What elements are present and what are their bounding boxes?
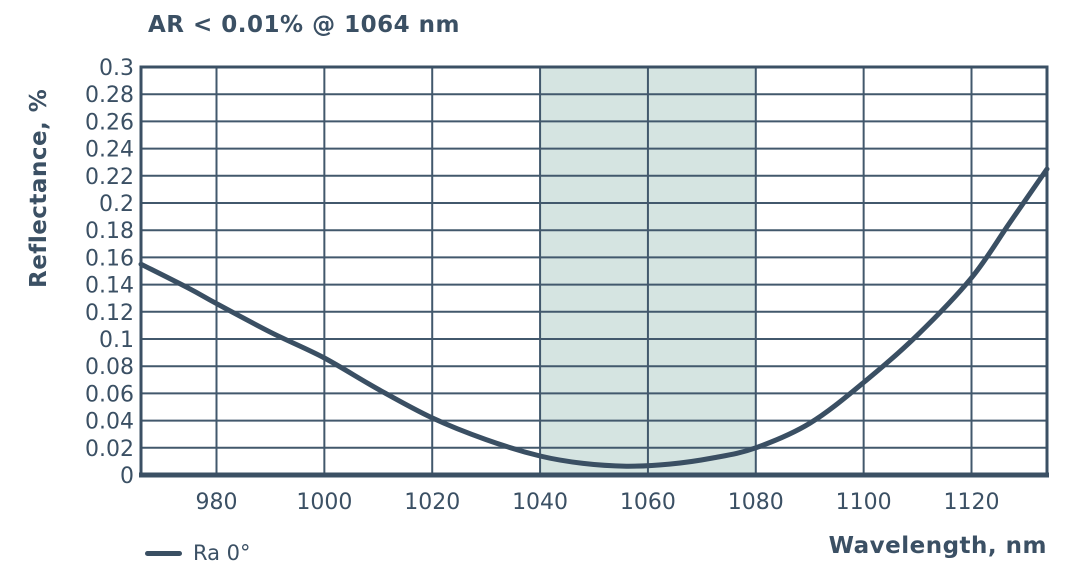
y-axis-title: Reflectance, % [26,88,52,288]
y-tick-label: 0.2 [99,192,134,217]
x-tick-label: 1120 [944,490,1000,515]
legend-label: Ra 0° [193,541,251,565]
x-tick-label: 980 [196,490,238,515]
chart-title: AR < 0.01% @ 1064 nm [148,12,460,38]
x-tick-label: 1080 [728,490,784,515]
y-tick-label: 0.28 [85,83,134,108]
y-tick-label: 0.04 [85,410,134,435]
y-tick-label: 0.22 [85,165,134,190]
x-tick-label: 1100 [836,490,892,515]
legend-line-swatch [145,550,182,556]
y-tick-label: 0.02 [85,437,134,462]
y-tick-label: 0.18 [85,219,134,244]
y-tick-label: 0.14 [85,274,134,299]
y-tick-label: 0.06 [85,382,134,407]
reflectance-curve [138,166,1050,469]
y-tick-label: 0.16 [85,246,134,271]
y-tick-label: 0.1 [99,328,134,353]
x-tick-label: 1000 [296,490,352,515]
y-tick-label: 0 [120,464,134,489]
x-tick-label: 1040 [512,490,568,515]
y-tick-label: 0.3 [99,56,134,81]
x-tick-label: 1020 [404,490,460,515]
x-tick-label: 1060 [620,490,676,515]
legend: Ra 0° [145,541,251,565]
y-tick-label: 0.08 [85,355,134,380]
y-tick-label: 0.12 [85,301,134,326]
y-tick-label: 0.24 [85,138,134,163]
y-tick-label: 0.26 [85,110,134,135]
x-axis-title: Wavelength, nm [828,533,1047,559]
